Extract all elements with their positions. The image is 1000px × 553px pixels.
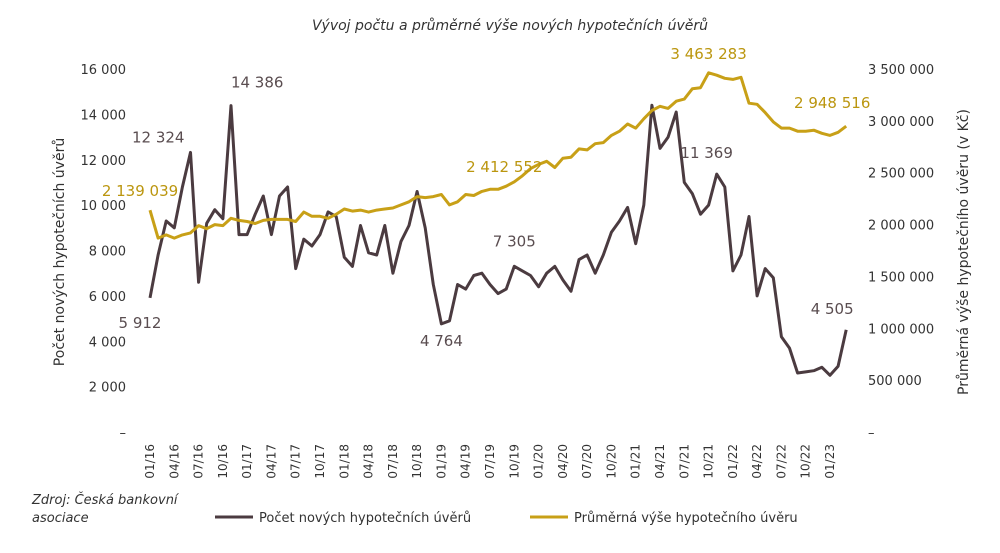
chart-title: Vývoj počtu a průměrné výše nových hypot… xyxy=(312,18,708,34)
x-tick-label: 01/22 xyxy=(726,444,740,479)
x-tick-label: 10/22 xyxy=(799,444,813,479)
data-label: 2 139 039 xyxy=(102,182,178,200)
x-tick-label: 10/19 xyxy=(507,444,521,479)
x-tick-label: 01/23 xyxy=(823,444,837,479)
x-tick-label: 10/20 xyxy=(604,444,618,479)
data-label: 4 505 xyxy=(811,300,854,318)
x-tick-label: 01/21 xyxy=(629,444,643,479)
y-tick-label: 10 000 xyxy=(81,199,127,214)
x-tick-label: 04/22 xyxy=(750,444,764,479)
y2-tick-label: 2 500 000 xyxy=(868,167,934,182)
x-tick-label: 07/21 xyxy=(677,444,691,479)
y2-tick-label: 1 000 000 xyxy=(868,322,934,337)
x-tick-label: 10/18 xyxy=(410,444,424,479)
x-tick-label: 04/20 xyxy=(556,444,570,479)
y2-tick-label: 3 000 000 xyxy=(868,115,934,130)
x-tick-label: 07/18 xyxy=(386,444,400,479)
y2-tick-label: 1 500 000 xyxy=(868,270,934,285)
y-tick-label: 6 000 xyxy=(89,290,126,305)
source-note: Zdroj: Česká bankovní asociace xyxy=(32,493,178,526)
y2-tick-label: – xyxy=(868,426,875,441)
x-tick-label: 07/19 xyxy=(483,444,497,479)
y2-axis-label: Průměrná výše hypotečního úvěru (v Kč) xyxy=(956,109,972,395)
legend-label: Průměrná výše hypotečního úvěru xyxy=(574,511,798,526)
y2-tick-label: 3 500 000 xyxy=(868,63,934,78)
data-label: 3 463 283 xyxy=(670,45,746,63)
y-tick-label: 12 000 xyxy=(81,154,127,169)
x-tick-label: 01/16 xyxy=(143,444,157,479)
data-label: 11 369 xyxy=(680,144,733,162)
x-tick-label: 01/17 xyxy=(240,444,254,479)
data-label: 12 324 xyxy=(132,128,185,146)
data-label: 4 764 xyxy=(420,332,463,350)
x-tick-label: 07/17 xyxy=(289,444,303,479)
x-tick-label: 01/19 xyxy=(434,444,448,479)
data-label: 7 305 xyxy=(493,232,536,250)
x-tick-label: 04/19 xyxy=(459,444,473,479)
x-tick-label: 04/17 xyxy=(264,444,278,479)
x-tick-label: 10/21 xyxy=(702,444,716,479)
data-label: 2 412 552 xyxy=(466,158,542,176)
y-tick-label: 16 000 xyxy=(81,63,127,78)
y-tick-label: 4 000 xyxy=(89,335,126,350)
y2-tick-label: 500 000 xyxy=(868,374,922,389)
y2-tick-label: 2 000 000 xyxy=(868,219,934,234)
data-label: 5 912 xyxy=(119,314,162,332)
series-line xyxy=(148,103,848,377)
x-tick-label: 01/18 xyxy=(337,444,351,479)
legend-label: Počet nových hypotečních úvěrů xyxy=(259,511,471,526)
data-label: 14 386 xyxy=(231,74,284,92)
y-tick-label: – xyxy=(120,426,127,441)
x-tick-label: 04/16 xyxy=(167,444,181,479)
data-label: 2 948 516 xyxy=(794,94,870,112)
y-tick-label: 14 000 xyxy=(81,108,127,123)
x-tick-label: 10/17 xyxy=(313,444,327,479)
x-tick-label: 01/20 xyxy=(532,444,546,479)
x-tick-label: 07/20 xyxy=(580,444,594,479)
x-tick-label: 07/22 xyxy=(774,444,788,479)
x-tick-label: 04/21 xyxy=(653,444,667,479)
y-axis-label: Počet nových hypotečních úvěrů xyxy=(52,138,68,366)
series-line xyxy=(148,71,848,240)
x-tick-label: 10/16 xyxy=(216,444,230,479)
y-tick-label: 8 000 xyxy=(89,245,126,260)
x-tick-label: 07/16 xyxy=(192,444,206,479)
x-tick-label: 04/18 xyxy=(362,444,376,479)
y-tick-label: 2 000 xyxy=(89,381,126,396)
